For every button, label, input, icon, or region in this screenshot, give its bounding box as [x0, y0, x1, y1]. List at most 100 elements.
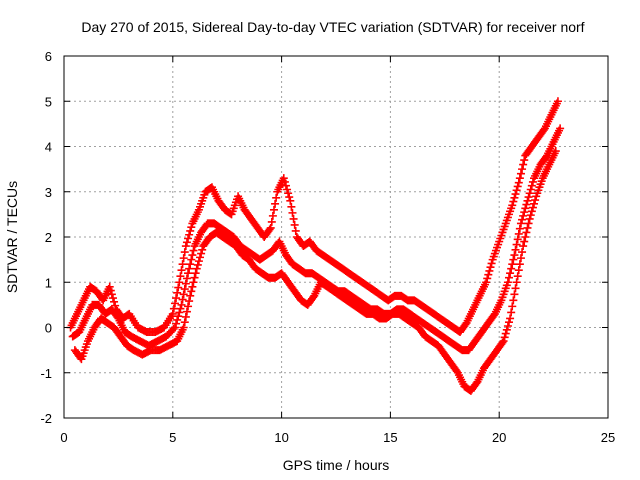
x-axis-label: GPS time / hours — [283, 457, 390, 473]
data-point — [510, 193, 519, 202]
series-track-lower — [70, 147, 560, 395]
data-point — [523, 196, 532, 205]
data-point — [177, 266, 186, 275]
data-point — [530, 199, 539, 208]
data-point — [514, 266, 523, 275]
y-tick-label: 3 — [45, 185, 52, 200]
data-point — [105, 282, 114, 291]
y-axis-label: SDTVAR / TECUs — [4, 181, 20, 293]
data-point — [181, 312, 190, 321]
data-point — [516, 219, 525, 228]
data-point — [553, 97, 562, 106]
data-point — [180, 248, 189, 257]
data-point — [508, 201, 517, 210]
data-point — [515, 174, 524, 183]
data-point — [181, 279, 190, 288]
data-point — [182, 307, 191, 316]
x-tick-label: 15 — [383, 430, 397, 445]
data-point — [188, 251, 197, 260]
data-point — [506, 314, 515, 323]
data-point — [520, 208, 529, 217]
data-point — [182, 238, 191, 247]
data-point — [192, 264, 201, 273]
data-point — [185, 230, 194, 239]
data-point — [106, 286, 115, 295]
data-point — [486, 263, 495, 272]
data-point — [487, 259, 496, 268]
data-point — [265, 225, 274, 234]
data-point — [512, 186, 521, 195]
data-point — [190, 273, 199, 282]
data-point — [510, 290, 519, 299]
data-point — [186, 291, 195, 300]
data-point — [170, 299, 179, 308]
data-point — [504, 318, 513, 327]
data-point — [180, 318, 189, 327]
data-point — [527, 207, 536, 216]
data-point — [184, 234, 193, 243]
data-point — [173, 288, 182, 297]
data-point — [194, 257, 203, 266]
data-point — [175, 308, 184, 317]
data-point — [170, 323, 179, 332]
data-point — [513, 272, 522, 281]
data-point — [528, 177, 537, 186]
data-point — [522, 200, 531, 209]
data-point — [523, 223, 532, 232]
data-point — [551, 147, 560, 156]
data-point — [498, 338, 507, 347]
data-point — [484, 270, 493, 279]
data-point — [184, 302, 193, 311]
data-point — [178, 295, 187, 304]
data-point — [174, 283, 183, 292]
data-point — [287, 202, 296, 211]
data-point — [186, 226, 195, 235]
data-point — [187, 223, 196, 232]
data-point — [519, 160, 528, 169]
data-point — [181, 242, 190, 251]
data-point — [180, 285, 189, 294]
data-point — [185, 264, 194, 273]
series-track-upper — [66, 97, 562, 337]
data-point — [518, 215, 527, 224]
data-point — [173, 315, 182, 324]
y-tick-label: -2 — [40, 411, 52, 426]
data-point — [531, 196, 540, 205]
data-point — [524, 219, 533, 228]
data-point — [513, 182, 522, 191]
data-point — [188, 282, 197, 291]
data-point — [172, 294, 181, 303]
data-point — [198, 245, 207, 254]
data-point — [189, 246, 198, 255]
data-point — [269, 205, 278, 214]
data-point — [266, 223, 275, 232]
data-point — [110, 297, 119, 306]
data-point — [519, 211, 528, 220]
data-point — [514, 229, 523, 238]
data-point — [271, 199, 280, 208]
data-point — [189, 278, 198, 287]
data-point — [186, 260, 195, 269]
x-tick-label: 10 — [274, 430, 288, 445]
data-point — [108, 294, 117, 303]
data-point — [506, 269, 515, 278]
data-point — [500, 333, 509, 342]
y-tick-label: 1 — [45, 275, 52, 290]
data-point — [279, 174, 288, 183]
data-point — [175, 278, 184, 287]
data-point — [196, 253, 204, 262]
data-point — [268, 211, 277, 220]
data-point — [284, 189, 293, 198]
data-point — [511, 245, 520, 254]
y-tick-label: 6 — [45, 49, 52, 64]
data-point — [172, 319, 181, 328]
data-point — [174, 312, 183, 321]
data-point — [285, 193, 294, 202]
data-point — [289, 214, 298, 223]
data-point — [511, 284, 520, 293]
data-point — [512, 278, 521, 287]
data-point — [187, 255, 196, 264]
data-point — [525, 189, 534, 198]
data-point — [504, 273, 513, 282]
